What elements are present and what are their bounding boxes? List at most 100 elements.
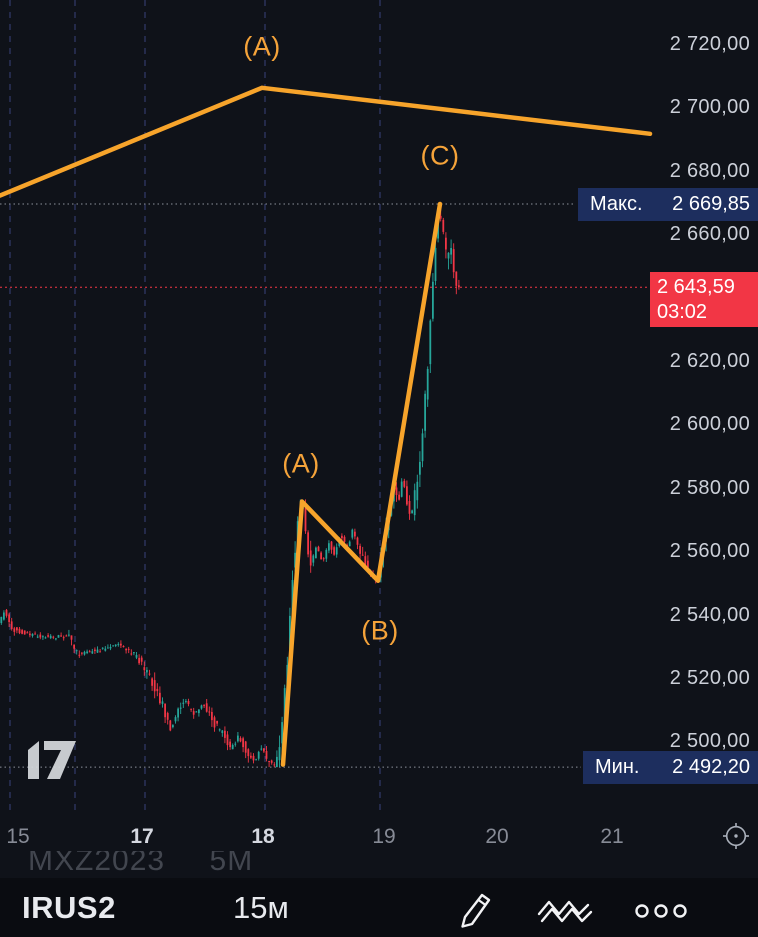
candle-body	[42, 636, 44, 638]
candle-body	[159, 692, 161, 704]
candle-body	[94, 649, 96, 651]
candle-body	[317, 546, 320, 552]
candle-body	[406, 486, 408, 505]
reset-scale-target-icon[interactable]	[721, 821, 751, 851]
candle-body	[75, 650, 78, 652]
candle-body	[309, 550, 312, 566]
interval-button[interactable]: 15м	[233, 890, 289, 925]
candle-body	[190, 708, 192, 710]
candle-body	[447, 252, 450, 259]
candle-body	[273, 764, 276, 766]
candle-body	[242, 738, 244, 748]
candle-body	[182, 702, 185, 704]
candle-body	[211, 712, 213, 721]
candle-body	[192, 711, 195, 715]
time-axis[interactable]: 15 17 18 19 20 21	[0, 822, 758, 852]
candle-body	[450, 248, 452, 255]
candle-body	[278, 747, 281, 761]
wave-trendline-abc-impulse[interactable]	[280, 201, 443, 767]
candle-body	[81, 652, 83, 654]
candle-body	[86, 651, 88, 653]
symbol-button[interactable]: IRUS2	[22, 890, 116, 925]
wave-trendline-upper-correction[interactable]	[0, 85, 653, 198]
candle-body	[26, 632, 29, 634]
max-label: Макс.	[590, 193, 643, 215]
candle-body	[216, 721, 218, 724]
candle-body	[101, 647, 104, 649]
candle-body	[234, 743, 237, 745]
candle-body	[359, 545, 361, 554]
candle-body	[364, 556, 367, 565]
time-label-21: 21	[600, 825, 624, 848]
candle-body	[60, 635, 62, 637]
candlestick-chart[interactable]	[0, 0, 758, 845]
candle-body	[291, 580, 294, 620]
candle-body	[244, 741, 247, 753]
candle-body	[247, 749, 250, 757]
candle-body	[322, 558, 325, 560]
candle-body	[177, 708, 179, 718]
time-label-17: 17	[130, 825, 154, 848]
candle-body	[88, 651, 91, 653]
candle-body	[5, 609, 8, 616]
candle-body	[156, 688, 159, 692]
candle-body	[135, 655, 138, 658]
candle-body	[231, 745, 234, 750]
candle-body	[403, 480, 406, 487]
candle-body	[439, 215, 442, 219]
time-label-20: 20	[485, 825, 509, 848]
candle-body	[198, 709, 200, 714]
candle-body	[367, 560, 369, 568]
candle-body	[0, 616, 3, 623]
candle-body	[281, 722, 283, 744]
tradingview-logo-icon[interactable]	[25, 738, 79, 782]
candle-body	[49, 635, 52, 639]
draw-pencil-icon[interactable]	[452, 886, 498, 932]
candle-body	[203, 705, 205, 707]
more-options-icon[interactable]	[633, 898, 691, 924]
candle-body	[8, 614, 10, 622]
candle-body	[398, 494, 400, 500]
candle-body	[395, 487, 398, 495]
max-price: 2 669,85	[672, 193, 750, 215]
candle-body	[166, 713, 169, 720]
waves-pattern-icon[interactable]	[536, 890, 594, 930]
candle-body	[140, 657, 143, 662]
candle-body	[78, 654, 81, 656]
candle-body	[328, 543, 330, 551]
candle-body	[52, 636, 55, 638]
candle-body	[294, 552, 296, 568]
candle-body	[354, 531, 356, 537]
candle-body	[143, 667, 146, 671]
candle-body	[260, 748, 263, 750]
candle-body	[68, 634, 70, 636]
previous-symbol-row: MXZ2023 5M	[0, 851, 758, 878]
candle-body	[83, 651, 86, 655]
candle-body	[21, 630, 23, 634]
candle-body	[325, 549, 328, 559]
candle-body	[57, 635, 60, 638]
candle-body	[23, 630, 26, 635]
candle-body	[229, 741, 231, 748]
candle-body	[257, 751, 260, 759]
candle-body	[413, 490, 416, 516]
candle-body	[169, 720, 172, 731]
candle-body	[151, 678, 153, 686]
candle-body	[419, 461, 421, 475]
candle-body	[114, 644, 117, 646]
candle-body	[208, 711, 211, 713]
candle-body	[348, 541, 351, 547]
candle-body	[138, 657, 140, 664]
candle-body	[426, 369, 429, 400]
bottom-toolbar: IRUS2 15м	[0, 878, 758, 937]
max-price-badge: Макс. 2 669,85	[578, 188, 758, 221]
time-label-18: 18	[251, 825, 275, 848]
candle-body	[96, 649, 99, 653]
candle-body	[265, 751, 268, 759]
candle-body	[91, 651, 94, 654]
candle-body	[13, 628, 16, 632]
candle-body	[104, 648, 107, 651]
candle-body	[3, 612, 5, 620]
candle-body	[47, 635, 49, 637]
